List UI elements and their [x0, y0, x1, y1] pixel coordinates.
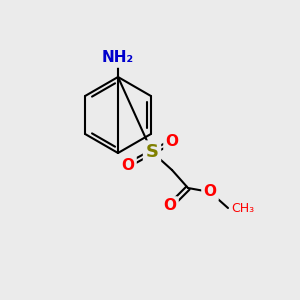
Text: O: O [122, 158, 134, 172]
Text: O: O [166, 134, 178, 149]
Text: S: S [146, 143, 158, 161]
Text: O: O [164, 199, 176, 214]
Text: NH₂: NH₂ [102, 50, 134, 65]
Text: O: O [203, 184, 217, 200]
Text: CH₃: CH₃ [231, 202, 254, 214]
